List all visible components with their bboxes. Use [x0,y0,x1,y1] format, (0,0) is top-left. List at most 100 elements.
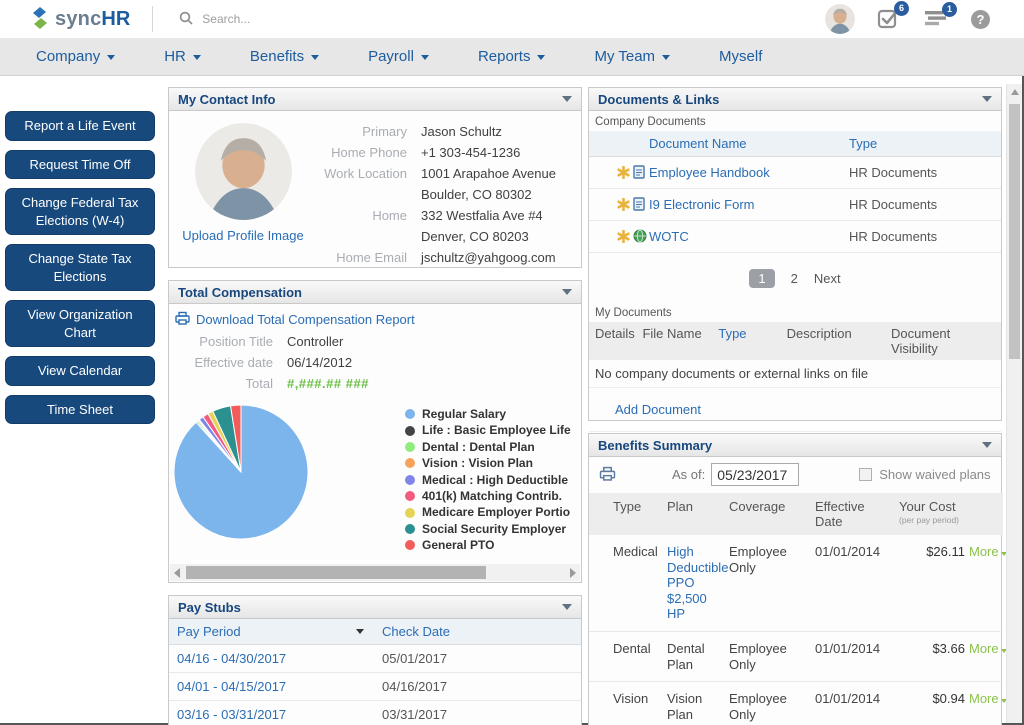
report-life-event-button[interactable]: Report a Life Event [5,111,155,141]
legend-item[interactable]: Social Security Employer [405,521,571,537]
document-link[interactable]: Employee Handbook [649,165,770,180]
legend-bullet-icon [405,491,415,502]
legend-item[interactable]: Dental : Dental Plan [405,439,571,455]
scrollbar-thumb[interactable] [1009,104,1020,359]
description-column-header[interactable]: Description [786,326,852,341]
page-1-button[interactable]: 1 [749,269,775,288]
request-time-off-button[interactable]: Request Time Off [5,149,155,180]
chevron-down-icon [1000,648,1007,653]
print-benefits-button[interactable] [599,466,616,484]
check-date: 04/16/2017 [382,679,448,694]
legend-item[interactable]: 401(k) Matching Contrib. [405,488,571,504]
favorite-star-icon[interactable] [617,197,630,211]
messages-badge: 1 [942,1,957,17]
no-documents-message: No company documents or external links o… [589,360,1001,388]
benefit-plan: Vision Plan [665,681,727,725]
legend-item[interactable]: Life : Basic Employee Life [405,422,571,438]
document-file-icon [633,165,645,179]
document-link[interactable]: WOTC [649,229,689,244]
help-button[interactable]: ? [971,9,990,29]
total-row: Total #,###.## ### [169,373,581,394]
collapse-panel-icon[interactable] [562,289,572,295]
change-federal-tax-button[interactable]: Change Federal Tax Elections (W-4) [5,188,155,236]
type-column-header[interactable]: Type [589,493,665,535]
legend-bullet-icon [405,442,415,453]
collapse-panel-icon[interactable] [562,96,572,102]
pay-stub-row: 03/16 - 03/31/2017 03/31/2017 [169,701,581,725]
pay-period-column-header[interactable]: Pay Period [177,624,382,639]
next-page-button[interactable]: Next [813,271,841,286]
change-state-tax-button[interactable]: Change State Tax Elections [5,244,155,292]
search-input[interactable] [200,11,371,27]
scroll-right-icon[interactable] [570,568,576,578]
collapse-panel-icon[interactable] [562,604,572,610]
nav-my-team[interactable]: My Team [594,48,671,65]
my-documents-label: My Documents [595,307,672,319]
as-of-date-input[interactable] [711,463,800,486]
horizontal-scrollbar[interactable] [170,564,580,581]
document-link[interactable]: I9 Electronic Form [649,197,755,212]
user-avatar[interactable] [825,4,855,34]
scroll-up-icon[interactable] [1011,89,1019,95]
pay-period-link[interactable]: 04/16 - 04/30/2017 [177,651,287,666]
check-date-column-header[interactable]: Check Date [382,624,450,639]
show-waived-plans-checkbox[interactable] [859,468,873,481]
details-column-header[interactable]: Details [595,326,635,341]
scrollbar-thumb[interactable] [186,566,486,579]
plan-link[interactable]: High Deductible PPO $2,500 HP [667,544,729,622]
pay-period-link[interactable]: 03/16 - 03/31/2017 [177,707,287,722]
file-name-column-header[interactable]: File Name [642,326,702,341]
collapse-panel-icon[interactable] [982,442,992,448]
page-scrollbar[interactable] [1006,84,1022,723]
plan-column-header[interactable]: Plan [665,493,727,535]
your-cost-column-header[interactable]: Your Cost (per pay period) [897,493,967,535]
more-menu-button[interactable]: More [969,691,1007,706]
effective-date-column-header[interactable]: Effective Date [813,493,897,535]
benefit-coverage: Employee Only [727,681,813,725]
document-name-column-header[interactable]: Document Name [649,136,747,151]
nav-company[interactable]: Company [36,48,116,65]
position-title-value: Controller [287,334,344,349]
synchr-logo[interactable]: syncHR [30,6,130,32]
benefit-coverage: Employee Only [727,631,813,683]
nav-myself[interactable]: Myself [719,48,763,65]
show-waived-plans-label: Show waived plans [879,467,991,482]
type-column-header[interactable]: Type [718,326,747,341]
collapse-panel-icon[interactable] [982,96,992,102]
upload-profile-image-link[interactable]: Upload Profile Image [182,228,304,243]
nav-payroll[interactable]: Payroll [368,48,429,65]
pay-period-link[interactable]: 04/01 - 04/15/2017 [177,679,287,694]
favorite-star-icon[interactable] [617,229,630,243]
nav-benefits[interactable]: Benefits [250,48,320,65]
coverage-column-header[interactable]: Coverage [727,493,813,535]
legend-item[interactable]: Medical : High Deductible [405,472,571,488]
contact-row: Denver, CO 80203 [313,226,573,247]
nav-reports[interactable]: Reports [478,48,546,65]
time-sheet-button[interactable]: Time Sheet [5,394,155,425]
header-icons: 6 1 ? [825,0,990,34]
benefit-row: Dental Dental Plan Employee Only 01/01/2… [589,631,1007,683]
legend-item[interactable]: Medicare Employer Portio [405,504,571,520]
scroll-left-icon[interactable] [174,568,180,578]
legend-item[interactable]: Regular Salary [405,406,571,422]
pay-stub-row: 04/01 - 04/15/2017 04/16/2017 [169,673,581,701]
more-menu-button[interactable]: More [969,641,1007,656]
view-calendar-button[interactable]: View Calendar [5,356,155,386]
add-document-link[interactable]: Add Document [615,402,701,417]
more-menu-button[interactable]: More [969,544,1007,559]
quick-actions-sidebar: Report a Life Event Request Time Off Cha… [5,111,155,425]
download-compensation-report-link[interactable]: Download Total Compensation Report [196,312,415,327]
page-2-button[interactable]: 2 [790,271,798,286]
legend-item[interactable]: General PTO [405,537,571,553]
compensation-pie-chart[interactable] [171,402,311,542]
chevron-down-icon [662,55,671,60]
effective-date-row: Effective date 06/14/2012 [169,352,581,373]
document-visibility-column-header[interactable]: Document Visibility [891,326,951,356]
view-org-chart-button[interactable]: View Organization Chart [5,300,155,348]
messages-button[interactable]: 1 [923,1,957,31]
favorite-star-icon[interactable] [617,165,630,179]
type-column-header[interactable]: Type [849,136,878,151]
nav-hr[interactable]: HR [164,48,201,65]
legend-item[interactable]: Vision : Vision Plan [405,455,571,471]
tasks-button[interactable]: 6 [877,0,909,32]
